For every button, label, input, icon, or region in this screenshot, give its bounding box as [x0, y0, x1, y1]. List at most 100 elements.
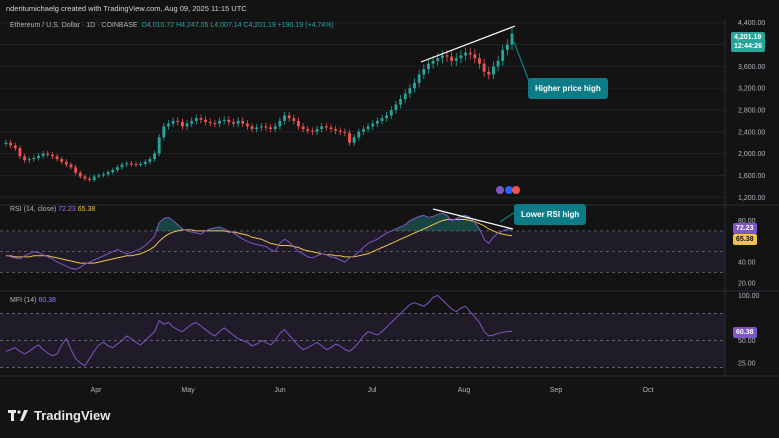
candle-body — [352, 137, 356, 143]
candle-body — [92, 176, 96, 180]
candle-body — [482, 63, 486, 72]
candle-body — [218, 120, 221, 124]
candle-body — [478, 58, 481, 64]
rsi-overbought-fill — [409, 218, 415, 231]
rsi-ma-tag: 65.38 — [733, 234, 757, 245]
rsi-tick-label: 80.00 — [738, 218, 756, 225]
rsi-overbought-fill — [163, 217, 169, 231]
rsi-overbought-fill — [433, 214, 438, 231]
candle-body — [362, 129, 365, 132]
candle-body — [50, 154, 54, 157]
candle-body — [431, 60, 435, 64]
brand-name: TradingView — [34, 408, 111, 423]
candle-body — [320, 126, 324, 130]
price-tick-label: 1,200.00 — [738, 195, 765, 202]
candle-body — [190, 120, 194, 124]
candle-body — [97, 175, 101, 177]
rsi-trendline — [432, 208, 514, 230]
candle-body — [310, 130, 314, 132]
rsi-tick-label: 40.00 — [738, 260, 756, 267]
candle-body — [273, 126, 277, 130]
rsi-value: 72.23 — [58, 206, 76, 213]
symbol-title: Ethereum / U.S. Dollar · 1D · COINBASE — [10, 22, 138, 29]
candle-body — [232, 122, 235, 124]
rsi-ma-line — [6, 219, 513, 264]
price-tick-label: 4,400.00 — [738, 20, 765, 27]
time-tick-label: Jul — [368, 387, 377, 394]
candle-body — [245, 123, 249, 127]
candle-body — [389, 110, 393, 116]
candle-body — [440, 55, 444, 59]
candle-body — [88, 178, 91, 180]
price-tick-label: 1,600.00 — [738, 173, 765, 180]
candle-body — [496, 60, 500, 67]
candle-body — [236, 120, 240, 124]
candle-body — [385, 115, 389, 119]
candle-body — [375, 120, 379, 124]
candle-body — [125, 163, 129, 165]
candle-body — [46, 153, 50, 155]
candle-body — [60, 159, 64, 162]
event-marker-icon — [512, 186, 520, 194]
candle-body — [13, 145, 17, 149]
candle-body — [427, 63, 430, 70]
grid-lines — [0, 22, 725, 198]
candle-body — [157, 137, 161, 154]
candle-body — [403, 93, 407, 100]
price-tick-label: 2,800.00 — [738, 108, 765, 115]
candle-body — [213, 123, 217, 125]
time-tick-label: Jun — [274, 387, 285, 394]
candle-body — [292, 118, 296, 121]
candle-body — [348, 132, 351, 143]
candle-body — [468, 52, 472, 55]
last-price-time: 12:44:26 — [734, 43, 763, 50]
candle-body — [501, 50, 505, 61]
candle-body — [297, 120, 300, 127]
price-tick-label: 3,600.00 — [738, 64, 765, 71]
candle-body — [4, 142, 8, 144]
candle-body — [464, 52, 468, 56]
candle-body — [445, 55, 449, 57]
price-tick-label: 3,200.00 — [738, 86, 765, 93]
candle-body — [222, 119, 226, 121]
candle-body — [334, 129, 338, 131]
candle-body — [180, 122, 184, 127]
rsi-tag: 72.23 — [733, 223, 757, 234]
candle-body — [171, 120, 175, 124]
tradingview-logo-icon — [8, 409, 28, 421]
candle-body — [162, 126, 166, 138]
candle-body — [394, 104, 398, 110]
candle-body — [139, 164, 143, 165]
rsi-overbought-fill — [414, 216, 420, 231]
candle-body — [111, 170, 115, 173]
trend-lines — [420, 25, 531, 230]
candle-body — [408, 88, 412, 94]
candle-body — [148, 159, 152, 162]
candle-body — [227, 119, 231, 122]
candle-body — [27, 159, 31, 161]
candle-body — [487, 71, 491, 75]
candle-body — [153, 153, 156, 160]
candle-body — [459, 55, 463, 59]
rsi-ma-value: 65.38 — [77, 206, 96, 213]
candle-body — [343, 131, 347, 133]
candle-body — [241, 120, 245, 124]
candle-body — [208, 122, 212, 124]
mfi-line — [5, 294, 513, 367]
candle-body — [259, 126, 263, 128]
rsi-overbought-fill — [400, 224, 406, 231]
mfi-label: MFI (14) 60.38 — [10, 297, 56, 304]
candle-body — [399, 99, 403, 105]
time-tick-label: Oct — [643, 387, 654, 394]
price-callout: Higher price high — [528, 78, 608, 99]
candle-body — [199, 118, 203, 120]
event-marker-icon — [505, 186, 513, 194]
candle-body — [283, 115, 286, 121]
candle-body — [74, 167, 78, 173]
candle-body — [69, 164, 73, 168]
candle-body — [41, 153, 45, 156]
candle-body — [301, 126, 305, 130]
candle-body — [315, 129, 319, 132]
rsi-overbought-fill — [428, 216, 434, 231]
candle-body — [324, 126, 328, 128]
